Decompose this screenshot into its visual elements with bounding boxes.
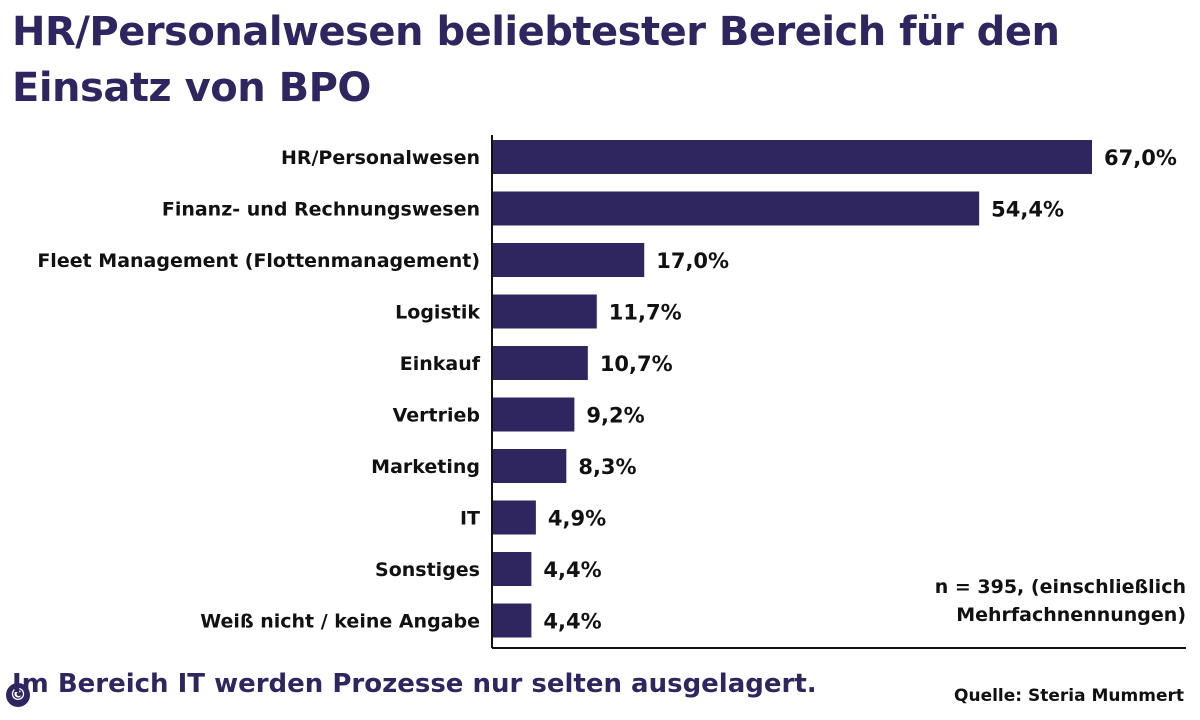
value-label: 9,2% <box>586 404 644 428</box>
value-label: 4,9% <box>548 507 606 531</box>
category-label: Vertrieb <box>393 405 480 427</box>
value-label: 11,7% <box>609 301 682 325</box>
bar <box>492 191 980 226</box>
value-label: 10,7% <box>600 352 673 376</box>
value-label: 4,4% <box>543 610 601 634</box>
source-label: Quelle: Steria Mummert <box>954 686 1184 706</box>
bar <box>492 552 532 586</box>
sample-note-line-2: Mehrfachnennungen) <box>956 604 1186 626</box>
value-label: 54,4% <box>991 198 1064 222</box>
copyright-icon: © <box>6 683 30 707</box>
value-label: 4,4% <box>543 558 601 582</box>
category-label: Einkauf <box>400 353 481 375</box>
value-label: 67,0% <box>1104 146 1177 170</box>
category-label: HR/Personalwesen <box>281 147 480 169</box>
bar <box>492 140 1092 174</box>
category-label: Sonstiges <box>375 559 480 581</box>
bar <box>492 346 588 380</box>
category-label: Fleet Management (Flottenmanagement) <box>37 250 480 272</box>
sample-note-line-1: n = 395, (einschließlich <box>934 576 1186 598</box>
category-label: Marketing <box>371 456 480 478</box>
bar <box>492 500 536 535</box>
chart-title: HR/Personalwesen beliebtester Bereich fü… <box>12 9 1060 111</box>
bar <box>492 294 597 329</box>
category-label: Logistik <box>395 302 480 324</box>
category-label: Finanz- und Rechnungswesen <box>162 199 480 221</box>
category-label: IT <box>460 508 480 530</box>
value-label: 8,3% <box>578 455 636 479</box>
sample-note: n = 395, (einschließlich Mehrfachnennung… <box>935 573 1186 629</box>
value-label: 17,0% <box>656 249 729 273</box>
bar <box>492 397 575 432</box>
footer-caption: Im Bereich IT werden Prozesse nur selten… <box>12 669 817 699</box>
bar <box>492 449 567 483</box>
category-label: Weiß nicht / keine Angabe <box>200 611 480 633</box>
bar <box>492 243 645 277</box>
bar <box>492 603 532 638</box>
